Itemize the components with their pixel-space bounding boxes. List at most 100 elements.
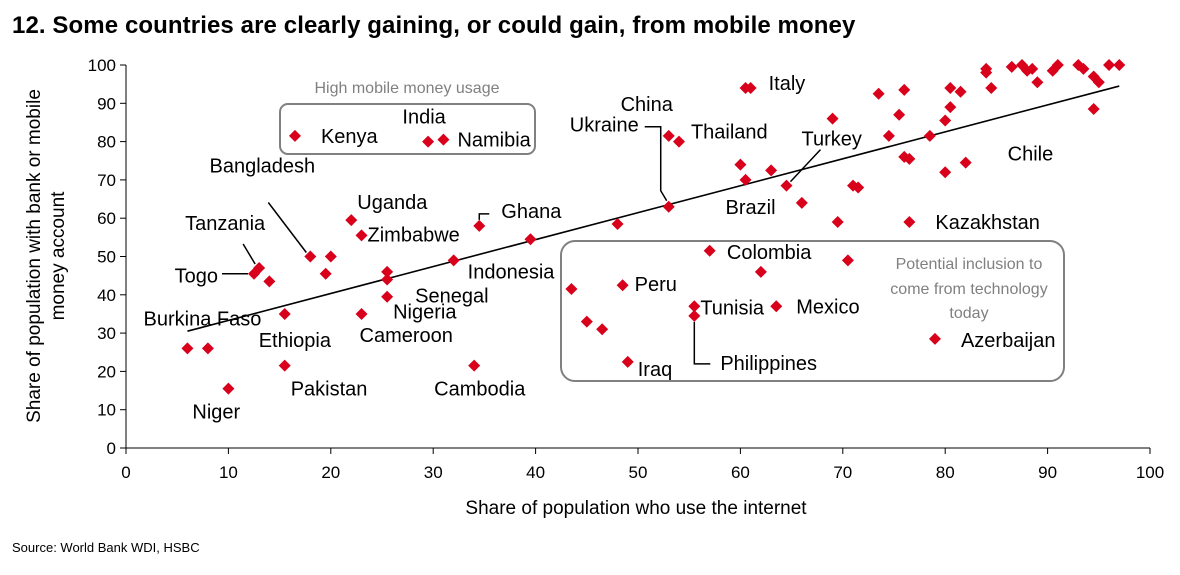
point [939,166,952,179]
label-philippines: Philippines [720,353,817,375]
point-cameroon [355,307,368,320]
point [898,83,911,96]
label-ukraine: Ukraine [570,115,639,137]
label-peru: Peru [635,274,677,296]
point [319,267,332,280]
point-ethiopia [278,307,291,320]
x-tick-label: 10 [219,463,238,482]
point [324,250,337,263]
label-mexico: Mexico [796,296,859,318]
y-tick-label: 10 [97,401,116,420]
point [1113,59,1126,71]
data-points [181,59,1126,395]
leader-lines [222,125,822,365]
label-tunisia: Tunisia [700,297,765,319]
point-philippines [688,309,701,322]
trend-line [187,85,1120,332]
point [1092,76,1105,89]
label-turkey: Turkey [801,129,861,151]
point [381,265,394,278]
point-ghana [473,219,486,232]
point-labels: Kenya India Namibia China Thailand Italy Turke… [144,73,1056,424]
point [765,164,778,177]
leader-ghana [478,213,490,220]
point [1026,62,1039,75]
label-iraq: Iraq [638,359,672,381]
chart-title: 12. Some countries are clearly gaining, … [12,12,856,39]
point [1051,59,1064,71]
point [903,152,916,165]
label-italy: Italy [769,73,806,95]
label-indonesia: Indonesia [468,261,556,283]
point-mexico [770,300,783,313]
label-bangladesh: Bangladesh [209,156,315,178]
point-uganda [345,214,358,227]
label-chile: Chile [1008,144,1054,166]
point [1077,62,1090,75]
point [939,114,952,127]
point [739,81,752,94]
point-nigeria [381,290,394,303]
point [954,85,967,98]
x-tick-label: 70 [833,463,852,482]
leader-bangladesh [267,202,307,253]
point-cambodia [468,359,481,372]
y-tick-label: 100 [88,56,116,75]
y-tick-label: 20 [97,362,116,381]
point [872,87,885,100]
point-thailand [672,135,685,148]
label-ghana: Ghana [501,201,562,223]
leader-philippines [693,321,711,365]
label-zimbabwe: Zimbabwe [368,224,460,246]
point [524,233,537,246]
annotation-potential-line-2: come from technology [890,281,1047,298]
point [181,342,194,355]
point-senegal [381,273,394,286]
point-namibia [437,133,450,146]
x-tick-label: 20 [321,463,340,482]
label-kazakhstan: Kazakhstan [935,212,1040,234]
label-namibia: Namibia [457,130,531,152]
potential-inclusion-box [560,240,1065,382]
x-tick-label: 50 [629,463,648,482]
point-kazakhstan [903,216,916,229]
annotation-potential-line-3: today [949,305,988,322]
annotation-potential-line-1: Potential inclusion to [896,256,1043,273]
point [611,217,624,230]
y-tick-label: 40 [97,286,116,305]
label-niger: Niger [192,402,240,424]
point [831,216,844,229]
point-ukraine [662,200,675,213]
point [826,112,839,125]
y-tick-label: 50 [97,248,116,267]
point [944,101,957,114]
y-tick-label: 30 [97,324,116,343]
label-kenya: Kenya [321,126,379,148]
point-kenya [288,129,301,142]
y-axis-label-line2: money account [48,191,69,321]
x-tick-label: 40 [526,463,545,482]
label-india: India [402,107,446,129]
point-iraq [621,355,634,368]
point [852,181,865,194]
x-tick-label: 100 [1136,463,1164,482]
x-tick-label: 90 [1038,463,1057,482]
axes: 0 10 20 30 40 50 60 70 80 90 100 0 10 20 30 40 50 60 70 80 9… [88,56,1165,482]
point-niger [222,382,235,395]
point [980,66,993,79]
point [923,129,936,142]
leader-turkey [789,149,822,183]
point-togo [248,267,260,280]
y-tick-label: 60 [97,209,116,228]
point-pakistan [278,359,291,372]
x-tick-label: 60 [731,463,750,482]
leader-tanzania [242,243,256,265]
label-senegal: Senegal [415,285,488,307]
high-usage-box [279,103,536,155]
point [1005,60,1018,73]
label-cameroon: Cameroon [360,325,453,347]
point-bangladesh [304,250,317,263]
y-tick-label: 90 [97,94,116,113]
label-togo: Togo [175,266,218,288]
